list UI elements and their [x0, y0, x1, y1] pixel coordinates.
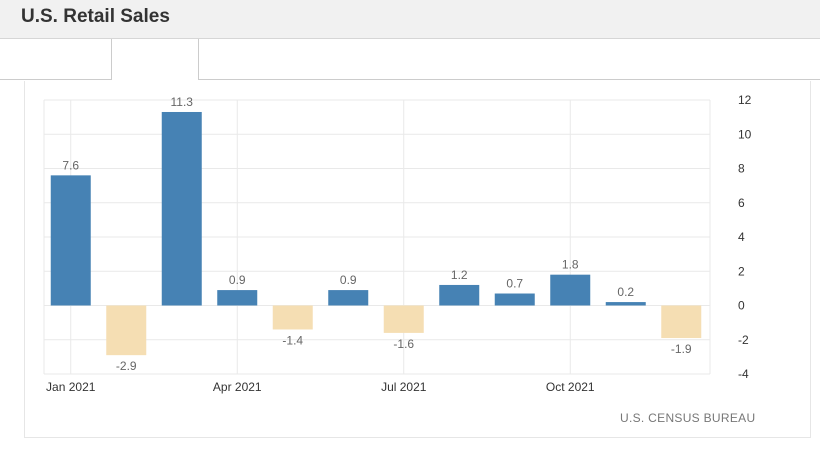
- data-label-layer: 7.6 -2.9 11.3 0.9 -1.4 0.9 -1.6 1.2 0.7 1.8 0.2 -1.…: [62, 95, 692, 373]
- data-label: -1.4: [282, 333, 303, 347]
- x-tick-label: Apr 2021: [213, 380, 262, 394]
- data-label: 0.9: [340, 273, 357, 287]
- data-label: 0.7: [506, 277, 523, 291]
- data-label: 1.8: [562, 258, 579, 272]
- data-label: -1.6: [393, 337, 414, 351]
- bar[interactable]: [605, 302, 646, 306]
- y-tick-label: 6: [738, 196, 745, 210]
- y-axis: 12 10 8 6 4 2 0 -2 -4: [738, 93, 752, 381]
- y-tick-label: -4: [738, 367, 749, 381]
- data-label: 11.3: [171, 95, 194, 109]
- data-label: 7.6: [62, 158, 79, 172]
- y-tick-label: -2: [738, 333, 749, 347]
- data-label: -2.9: [116, 359, 137, 373]
- bar[interactable]: [272, 305, 313, 330]
- tab-1[interactable]: [0, 39, 112, 80]
- x-axis: Jan 2021 Apr 2021 Jul 2021 Oct 2021: [46, 380, 595, 394]
- bar[interactable]: [439, 284, 480, 306]
- y-tick-label: 2: [738, 264, 745, 278]
- source-label: U.S. CENSUS BUREAU: [620, 411, 756, 425]
- bar-layer: [50, 111, 702, 356]
- data-label: 0.2: [617, 285, 634, 299]
- x-tick-label: Jul 2021: [381, 380, 427, 394]
- bar[interactable]: [161, 111, 202, 306]
- bar[interactable]: [106, 305, 147, 356]
- tab-bar-filler: [198, 39, 820, 80]
- data-label: -1.9: [671, 342, 692, 356]
- data-label: 0.9: [229, 273, 246, 287]
- page-title: U.S. Retail Sales: [21, 6, 170, 27]
- bar[interactable]: [50, 175, 91, 306]
- bar[interactable]: [550, 274, 591, 306]
- bar[interactable]: [217, 290, 258, 306]
- header-bar: U.S. Retail Sales: [0, 0, 820, 39]
- bar[interactable]: [328, 290, 369, 306]
- y-tick-label: 0: [738, 299, 745, 313]
- grid-layer: [43, 99, 711, 375]
- bar[interactable]: [494, 293, 535, 306]
- y-tick-label: 12: [738, 93, 752, 107]
- x-tick-label: Jan 2021: [46, 380, 96, 394]
- data-label: 1.2: [451, 268, 468, 282]
- x-tick-label: Oct 2021: [546, 380, 595, 394]
- bar[interactable]: [383, 305, 424, 333]
- tab-2-active[interactable]: [112, 39, 198, 80]
- y-tick-label: 10: [738, 127, 752, 141]
- chart-panel: [24, 81, 811, 438]
- y-tick-label: 4: [738, 230, 745, 244]
- bar[interactable]: [661, 305, 702, 339]
- y-tick-label: 8: [738, 162, 745, 176]
- tab-bar: [0, 39, 820, 81]
